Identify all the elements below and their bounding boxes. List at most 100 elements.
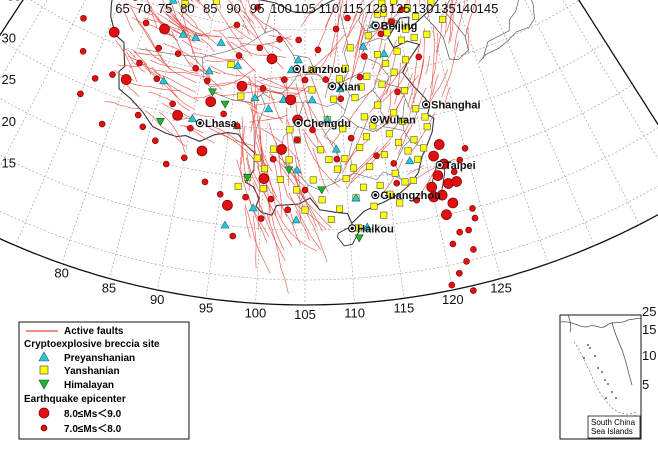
city-label: Lhasa — [205, 118, 238, 130]
yanshanian-marker — [423, 123, 431, 131]
quake-big-marker — [108, 26, 120, 38]
quake-small-marker — [314, 46, 322, 54]
legend-preyanshanian: Preyanshanian — [64, 353, 135, 364]
yanshanian-marker — [327, 215, 335, 223]
yanshanian-marker — [333, 165, 341, 173]
quake-small-marker — [269, 155, 277, 163]
top-lon-label: 115 — [342, 1, 363, 16]
quake-small-marker — [361, 53, 368, 60]
preyanshanian-marker — [233, 60, 243, 69]
preyanshanian-marker — [159, 76, 169, 85]
city-dot-center — [373, 193, 378, 197]
yanshanian-marker — [362, 133, 370, 141]
left-latitude-labels: 45403530252015 — [2, 0, 22, 171]
quake-small-marker — [356, 73, 364, 81]
city-dot-center — [296, 121, 300, 125]
yanshanian-marker — [401, 87, 409, 95]
himalayan-marker — [207, 88, 217, 97]
yanshanian-marker — [396, 199, 404, 207]
quake-big-marker — [236, 80, 248, 92]
quake-small-marker — [337, 95, 345, 103]
top-lon-label: 75 — [158, 1, 172, 16]
bottom-longitude-labels: 80 85 90 95 100 105 110 115 120 125 — [54, 266, 512, 322]
yanshanian-marker — [341, 155, 349, 163]
preyanshanian-marker — [335, 84, 345, 93]
quake-small-marker — [461, 144, 469, 152]
top-lon-label: 105 — [294, 1, 316, 16]
bottom-lon-label: 120 — [442, 292, 464, 307]
top-lon-label: 80 — [180, 1, 194, 16]
yanshanian-marker — [325, 156, 333, 164]
yanshanian-marker — [423, 30, 431, 38]
quake-small-marker — [347, 134, 355, 142]
yanshanian-marker — [360, 113, 368, 121]
preyanshanian-marker — [405, 156, 415, 165]
yanshanian-marker — [301, 206, 309, 214]
right-lat-label: 10 — [642, 348, 656, 363]
yanshanian-marker — [351, 94, 359, 102]
quake-big-marker — [433, 139, 445, 150]
yanshanian-marker — [414, 155, 422, 163]
legend-quake-title: Earthquake epicenter — [24, 394, 126, 405]
top-lon-label: 85 — [203, 1, 217, 16]
top-lon-label: 130 — [412, 1, 434, 16]
quake-big-marker — [428, 191, 440, 203]
quake-small-marker — [174, 50, 182, 57]
preyanshanian-marker — [191, 32, 201, 41]
legend-yanshanian: Yanshanian — [64, 366, 120, 377]
left-lat-label: 25 — [2, 72, 16, 87]
top-lon-label: 90 — [226, 1, 240, 16]
legend-yanshanian-swatch — [39, 365, 49, 375]
quake-small-marker — [413, 196, 421, 204]
quake-small-marker — [91, 75, 99, 82]
quake-small-marker — [134, 111, 142, 119]
quake-small-marker — [109, 71, 116, 78]
preyanshanian-marker — [248, 203, 258, 212]
yanshanian-marker — [421, 113, 429, 121]
preyanshanian-marker — [322, 114, 332, 123]
yanshanian-marker — [308, 86, 316, 94]
right-lat-label: 25 — [642, 304, 656, 319]
yanshanian-marker — [410, 136, 418, 144]
yanshanian-marker — [350, 164, 358, 172]
legend-himalayan-swatch — [38, 379, 50, 390]
quake-small-marker — [139, 123, 147, 131]
legend-active-faults: Active faults — [64, 326, 124, 337]
quake-small-marker — [187, 125, 194, 132]
quake-small-marker — [377, 30, 385, 38]
city-dot-center — [372, 117, 377, 122]
yanshanian-marker — [234, 182, 242, 190]
yanshanian-marker — [276, 175, 284, 183]
yanshanian-marker — [317, 146, 325, 154]
quake-small-marker — [463, 258, 470, 265]
yanshanian-marker — [427, 0, 435, 6]
yanshanian-sites — [181, 0, 447, 232]
yanshanian-marker — [285, 156, 293, 164]
preyanshanian-marker — [331, 144, 341, 153]
legend-big-quake-swatch — [38, 407, 50, 419]
quake-small-marker — [201, 178, 209, 186]
quake-small-marker — [155, 44, 162, 52]
city-label: Lanzhou — [302, 64, 347, 76]
yanshanian-marker — [380, 9, 388, 17]
preyanshanian-marker — [379, 48, 389, 57]
south-china-sea-inset: South China Sea Islands — [559, 314, 642, 440]
yanshanian-marker — [402, 56, 410, 64]
top-lon-label: 110 — [319, 1, 340, 16]
right-lat-label: 15 — [642, 322, 656, 337]
quake-small-marker — [449, 240, 457, 248]
yanshanian-marker — [346, 44, 354, 52]
quake-small-marker — [393, 179, 401, 187]
quake-small-marker — [415, 53, 423, 61]
preyanshanian-marker — [187, 113, 197, 122]
city-label: Shanghai — [431, 99, 481, 111]
yanshanian-marker — [357, 83, 365, 91]
quake-small-marker — [456, 156, 464, 164]
yanshanian-marker — [286, 126, 294, 134]
quake-small-marker — [471, 214, 479, 222]
graticule — [0, 0, 658, 306]
quake-small-marker — [152, 137, 159, 144]
city-label: Chengdu — [303, 118, 351, 130]
preyanshanian-marker — [291, 215, 301, 224]
yanshanian-marker — [318, 196, 326, 204]
